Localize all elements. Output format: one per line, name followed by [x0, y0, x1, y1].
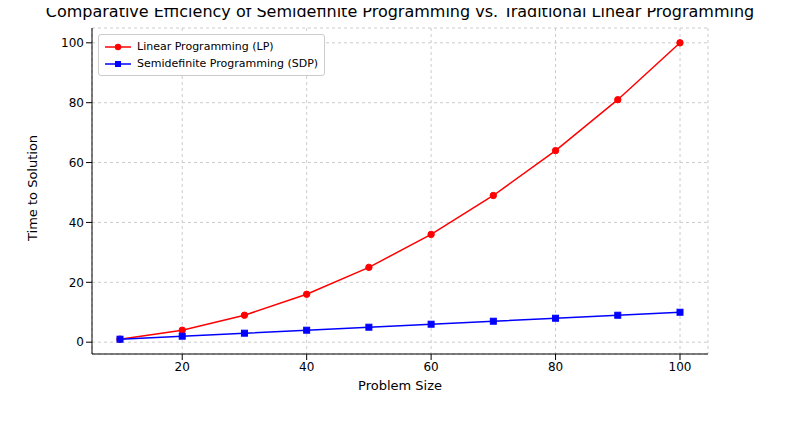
html-text:Linear Programming (LP): Linear Programming (LP): [137, 40, 274, 53]
svg-text:20: 20: [69, 276, 84, 290]
svg-text:80: 80: [69, 96, 84, 110]
svg-text:60: 60: [423, 360, 438, 374]
svg-text:40: 40: [69, 216, 84, 230]
svg-text:100: 100: [669, 360, 692, 374]
svg-text:80: 80: [548, 360, 563, 374]
html-text:Semidefinite Programming (SDP): Semidefinite Programming (SDP): [137, 57, 319, 70]
svg-text:0: 0: [76, 335, 84, 349]
svg-text:20: 20: [175, 360, 190, 374]
html-text:Comparative Efficiency of Semi: Comparative Efficiency of Semidefinite P…: [45, 2, 755, 21]
svg-text:40: 40: [299, 360, 314, 374]
svg-text:Problem Size: Problem Size: [358, 378, 442, 393]
svg-text:60: 60: [69, 156, 84, 170]
svg-text:100: 100: [61, 36, 84, 50]
svg-text:Time to Solution: Time to Solution: [25, 135, 40, 242]
